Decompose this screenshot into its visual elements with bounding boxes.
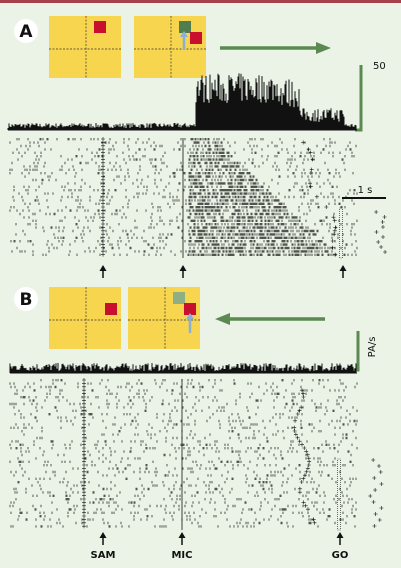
go-column <box>339 207 343 259</box>
raster-texture <box>9 138 358 256</box>
direction-arrow <box>220 42 331 54</box>
panel-label: A <box>19 22 33 42</box>
target-box <box>134 16 206 78</box>
target-box <box>49 287 121 349</box>
go-column <box>337 458 341 531</box>
event-arrow-head <box>99 265 107 271</box>
panel-badge <box>14 287 38 311</box>
target-box <box>49 16 121 78</box>
scale-label: 50 <box>373 61 386 72</box>
time-scale-label: 1 s <box>358 185 373 196</box>
event-arrow-head <box>99 532 107 538</box>
scale-label: PA/s <box>367 337 378 358</box>
direction-arrow <box>215 313 325 325</box>
scale-bar <box>352 331 360 372</box>
event-label: GO <box>332 550 349 561</box>
event-arrow-head <box>336 532 344 538</box>
target-box <box>128 287 200 349</box>
panel-badge <box>14 19 38 43</box>
event-arrow-head <box>339 265 347 271</box>
raster-markers <box>368 210 388 528</box>
psth-texture <box>7 73 357 130</box>
event-label: SAM <box>91 550 116 561</box>
event-arrow-head <box>178 532 186 538</box>
top-strip <box>0 0 401 3</box>
raster-layer <box>7 73 388 545</box>
panel-label: B <box>20 290 33 310</box>
raster-markers <box>101 137 338 257</box>
raster-markers <box>82 378 317 529</box>
event-label: MIC <box>171 550 192 561</box>
event-arrow-head <box>179 265 187 271</box>
psth-texture <box>9 363 357 373</box>
